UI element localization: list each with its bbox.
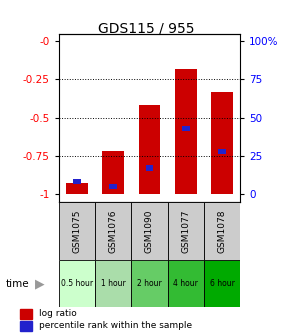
Bar <box>59 202 95 260</box>
Text: time: time <box>6 279 30 289</box>
Text: GSM1076: GSM1076 <box>109 209 117 253</box>
Bar <box>182 126 190 131</box>
Text: GSM1075: GSM1075 <box>72 209 81 253</box>
Bar <box>102 151 124 194</box>
Bar <box>204 202 240 260</box>
Bar <box>175 69 197 194</box>
Bar <box>131 260 168 307</box>
Bar <box>218 149 226 154</box>
Bar <box>20 309 32 319</box>
Bar <box>66 183 88 194</box>
Bar <box>168 260 204 307</box>
Text: GDS115 / 955: GDS115 / 955 <box>98 22 195 36</box>
Bar <box>59 260 95 307</box>
Bar <box>204 260 240 307</box>
Bar <box>20 321 32 331</box>
Text: 2 hour: 2 hour <box>137 280 162 288</box>
Text: 0.5 hour: 0.5 hour <box>61 280 93 288</box>
Text: GSM1077: GSM1077 <box>181 209 190 253</box>
Bar <box>95 260 131 307</box>
Text: percentile rank within the sample: percentile rank within the sample <box>39 321 192 330</box>
Bar <box>109 184 117 189</box>
Text: 1 hour: 1 hour <box>101 280 125 288</box>
Bar <box>146 165 153 171</box>
Bar <box>95 202 131 260</box>
Text: 6 hour: 6 hour <box>210 280 234 288</box>
Bar <box>211 92 233 194</box>
Bar <box>139 106 160 194</box>
Text: ▶: ▶ <box>35 278 44 290</box>
Text: log ratio: log ratio <box>39 309 76 319</box>
Text: GSM1090: GSM1090 <box>145 209 154 253</box>
Bar <box>73 179 81 184</box>
Text: 4 hour: 4 hour <box>173 280 198 288</box>
Bar <box>131 202 168 260</box>
Text: GSM1078: GSM1078 <box>218 209 226 253</box>
Bar <box>168 202 204 260</box>
